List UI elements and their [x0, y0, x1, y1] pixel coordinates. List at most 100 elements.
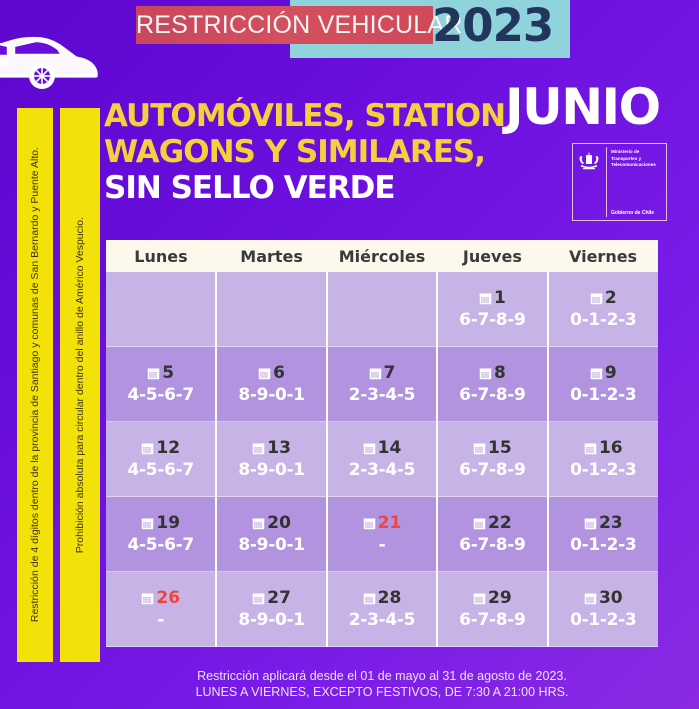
car-side-view-icon [0, 36, 98, 89]
gov-logo-divider [576, 147, 607, 217]
calendar-day-number: 14 [377, 437, 402, 458]
calendar-day-cell[interactable]: 28 2-3-4-5 [326, 571, 439, 647]
calendar-day-line: 6 [217, 364, 325, 382]
calendar-day-cell[interactable]: 13 8-9-0-1 [216, 421, 328, 497]
calendar-icon [369, 367, 381, 379]
restricted-digits: 8-9-0-1 [238, 459, 305, 480]
restricted-digits: 0-1-2-3 [570, 384, 637, 405]
calendar-day-cell[interactable]: 29 6-7-8-9 [437, 571, 549, 647]
restricted-digits: 8-9-0-1 [238, 384, 305, 405]
calendar-day-line: 21 [328, 514, 436, 532]
calendar-week-row: 1 6-7-8-9 2 0-1-2-3 [106, 272, 658, 347]
calendar-icon [590, 292, 603, 304]
calendar-icon [258, 367, 271, 379]
calendar-day-cell[interactable]: 1 6-7-8-9 [437, 272, 549, 347]
calendar-cell-content: 23 0-1-2-3 [549, 512, 658, 555]
restricted-digits: 6-7-8-9 [459, 534, 526, 555]
banner-title: RESTRICCIÓN VEHICULAR [136, 11, 463, 39]
calendar-day-cell[interactable]: 5 4-5-6-7 [106, 346, 218, 422]
calendar-day-line: 19 [106, 514, 215, 532]
calendar-day-number: 9 [604, 362, 617, 383]
calendar-day-cell[interactable]: 16 0-1-2-3 [547, 421, 658, 497]
calendar-icon [363, 517, 375, 529]
heading-line-1: AUTOMÓVILES, STATION [104, 98, 506, 134]
heading-line-2: WAGONS Y SIMILARES, [104, 134, 486, 170]
calendar-day-cell[interactable]: 8 6-7-8-9 [437, 346, 549, 422]
calendar-week-row: 5 4-5-6-7 6 8-9-0-1 7 2-3-4-5 8 6-7-8-9 9 0-1-2-3 [106, 346, 658, 422]
calendar-cell-empty [216, 272, 328, 347]
heading-line-3: SIN SELLO VERDE [104, 170, 396, 206]
calendar-cell-content: 28 2-3-4-5 [328, 587, 436, 629]
calendar-day-number: 30 [598, 587, 623, 608]
calendar-day-cell[interactable]: 15 6-7-8-9 [437, 421, 549, 497]
calendar-day-number: 23 [598, 512, 623, 533]
calendar-cell-content: 27 8-9-0-1 [217, 589, 325, 629]
calendar-day-number: 15 [488, 437, 512, 458]
calendar-day-line: 27 [217, 589, 325, 607]
calendar-day-line: 13 [217, 439, 325, 457]
calendar-icon [363, 592, 375, 604]
calendar-day-cell[interactable]: 23 0-1-2-3 [547, 496, 658, 572]
calendar-day-cell[interactable]: 7 2-3-4-5 [326, 346, 439, 422]
calendar-icon [142, 592, 154, 604]
calendar-day-line: 30 [549, 587, 658, 608]
calendar-day-line: 22 [438, 514, 546, 532]
chile-coat-of-arms-icon [579, 152, 599, 170]
calendar-header-row: Lunes Martes Miércoles Jueves Viernes [106, 240, 658, 272]
calendar-day-number: 29 [488, 587, 512, 608]
footer-note: Restricción aplicará desde el 01 de mayo… [106, 668, 658, 700]
calendar-cell-content: 7 2-3-4-5 [328, 364, 436, 404]
calendar-icon [584, 517, 597, 529]
calendar-day-number: 8 [493, 362, 506, 383]
calendar-day-cell[interactable]: 9 0-1-2-3 [547, 346, 658, 422]
calendar-icon [479, 292, 492, 304]
calendar-day-number: 2 [604, 287, 617, 308]
calendar-icon [590, 367, 603, 379]
note-bar-restriction: Restricción de 4 dígitos dentro de la pr… [17, 108, 53, 662]
calendar-day-cell[interactable]: 27 8-9-0-1 [216, 571, 328, 647]
calendar-day-cell[interactable]: 6 8-9-0-1 [216, 346, 328, 422]
calendar-icon [142, 517, 154, 529]
calendar-cell-content: 6 8-9-0-1 [217, 364, 325, 405]
restricted-digits: 6-7-8-9 [459, 384, 526, 405]
calendar-cell-content: 8 6-7-8-9 [438, 362, 546, 405]
calendar-day-number: 16 [598, 437, 623, 458]
note-text-prohibition: Prohibición absoluta para circular dentr… [74, 216, 86, 554]
calendar-day-cell[interactable]: 19 4-5-6-7 [106, 496, 218, 572]
restricted-digits: 6-7-8-9 [459, 609, 526, 630]
calendar-week-row: 12 4-5-6-7 13 8-9-0-1 14 2-3-4-5 15 6-7-8-9 16 0-… [106, 421, 658, 497]
calendar-day-line: 2 [549, 287, 658, 308]
calendar-icon [584, 442, 597, 454]
calendar-day-line: 5 [106, 364, 215, 382]
calendar-day-cell[interactable]: 12 4-5-6-7 [106, 421, 218, 497]
calendar-day-cell[interactable]: 26- [106, 571, 218, 647]
calendar-cell-empty [106, 272, 218, 347]
calendar-icon [148, 367, 160, 379]
calendar-day-cell[interactable]: 21- [326, 496, 439, 572]
restricted-digits: 6-7-8-9 [459, 459, 526, 480]
calendar-day-cell[interactable]: 20 8-9-0-1 [216, 496, 328, 572]
calendar-day-number: 28 [377, 587, 402, 608]
restricted-digits: 2-3-4-5 [348, 459, 416, 480]
calendar-icon [479, 367, 492, 379]
calendar-day-line: 9 [549, 362, 658, 383]
calendar-day-cell[interactable]: 30 0-1-2-3 [547, 571, 658, 647]
calendar-icon [142, 442, 154, 454]
calendar-day-line: 23 [549, 512, 658, 533]
calendar-icon [252, 442, 265, 454]
calendar-cell-content: 26- [106, 587, 215, 629]
calendar-day-cell[interactable]: 22 6-7-8-9 [437, 496, 549, 572]
calendar-cell-content: 22 6-7-8-9 [438, 514, 546, 555]
calendar-cell-content: 20 8-9-0-1 [217, 514, 325, 554]
restricted-digits: 0-1-2-3 [570, 534, 637, 555]
calendar-icon [252, 517, 265, 529]
calendar-icon [473, 592, 486, 604]
calendar-cell-content: 9 0-1-2-3 [549, 362, 658, 405]
calendar-day-cell[interactable]: 2 0-1-2-3 [547, 272, 658, 347]
calendar-day-number: 26 [156, 587, 181, 608]
restricted-digits: 0-1-2-3 [570, 459, 637, 480]
calendar-icon [363, 442, 375, 454]
calendar-cell-content: 29 6-7-8-9 [438, 587, 546, 630]
calendar-icon [584, 592, 597, 604]
calendar-day-cell[interactable]: 14 2-3-4-5 [326, 421, 439, 497]
